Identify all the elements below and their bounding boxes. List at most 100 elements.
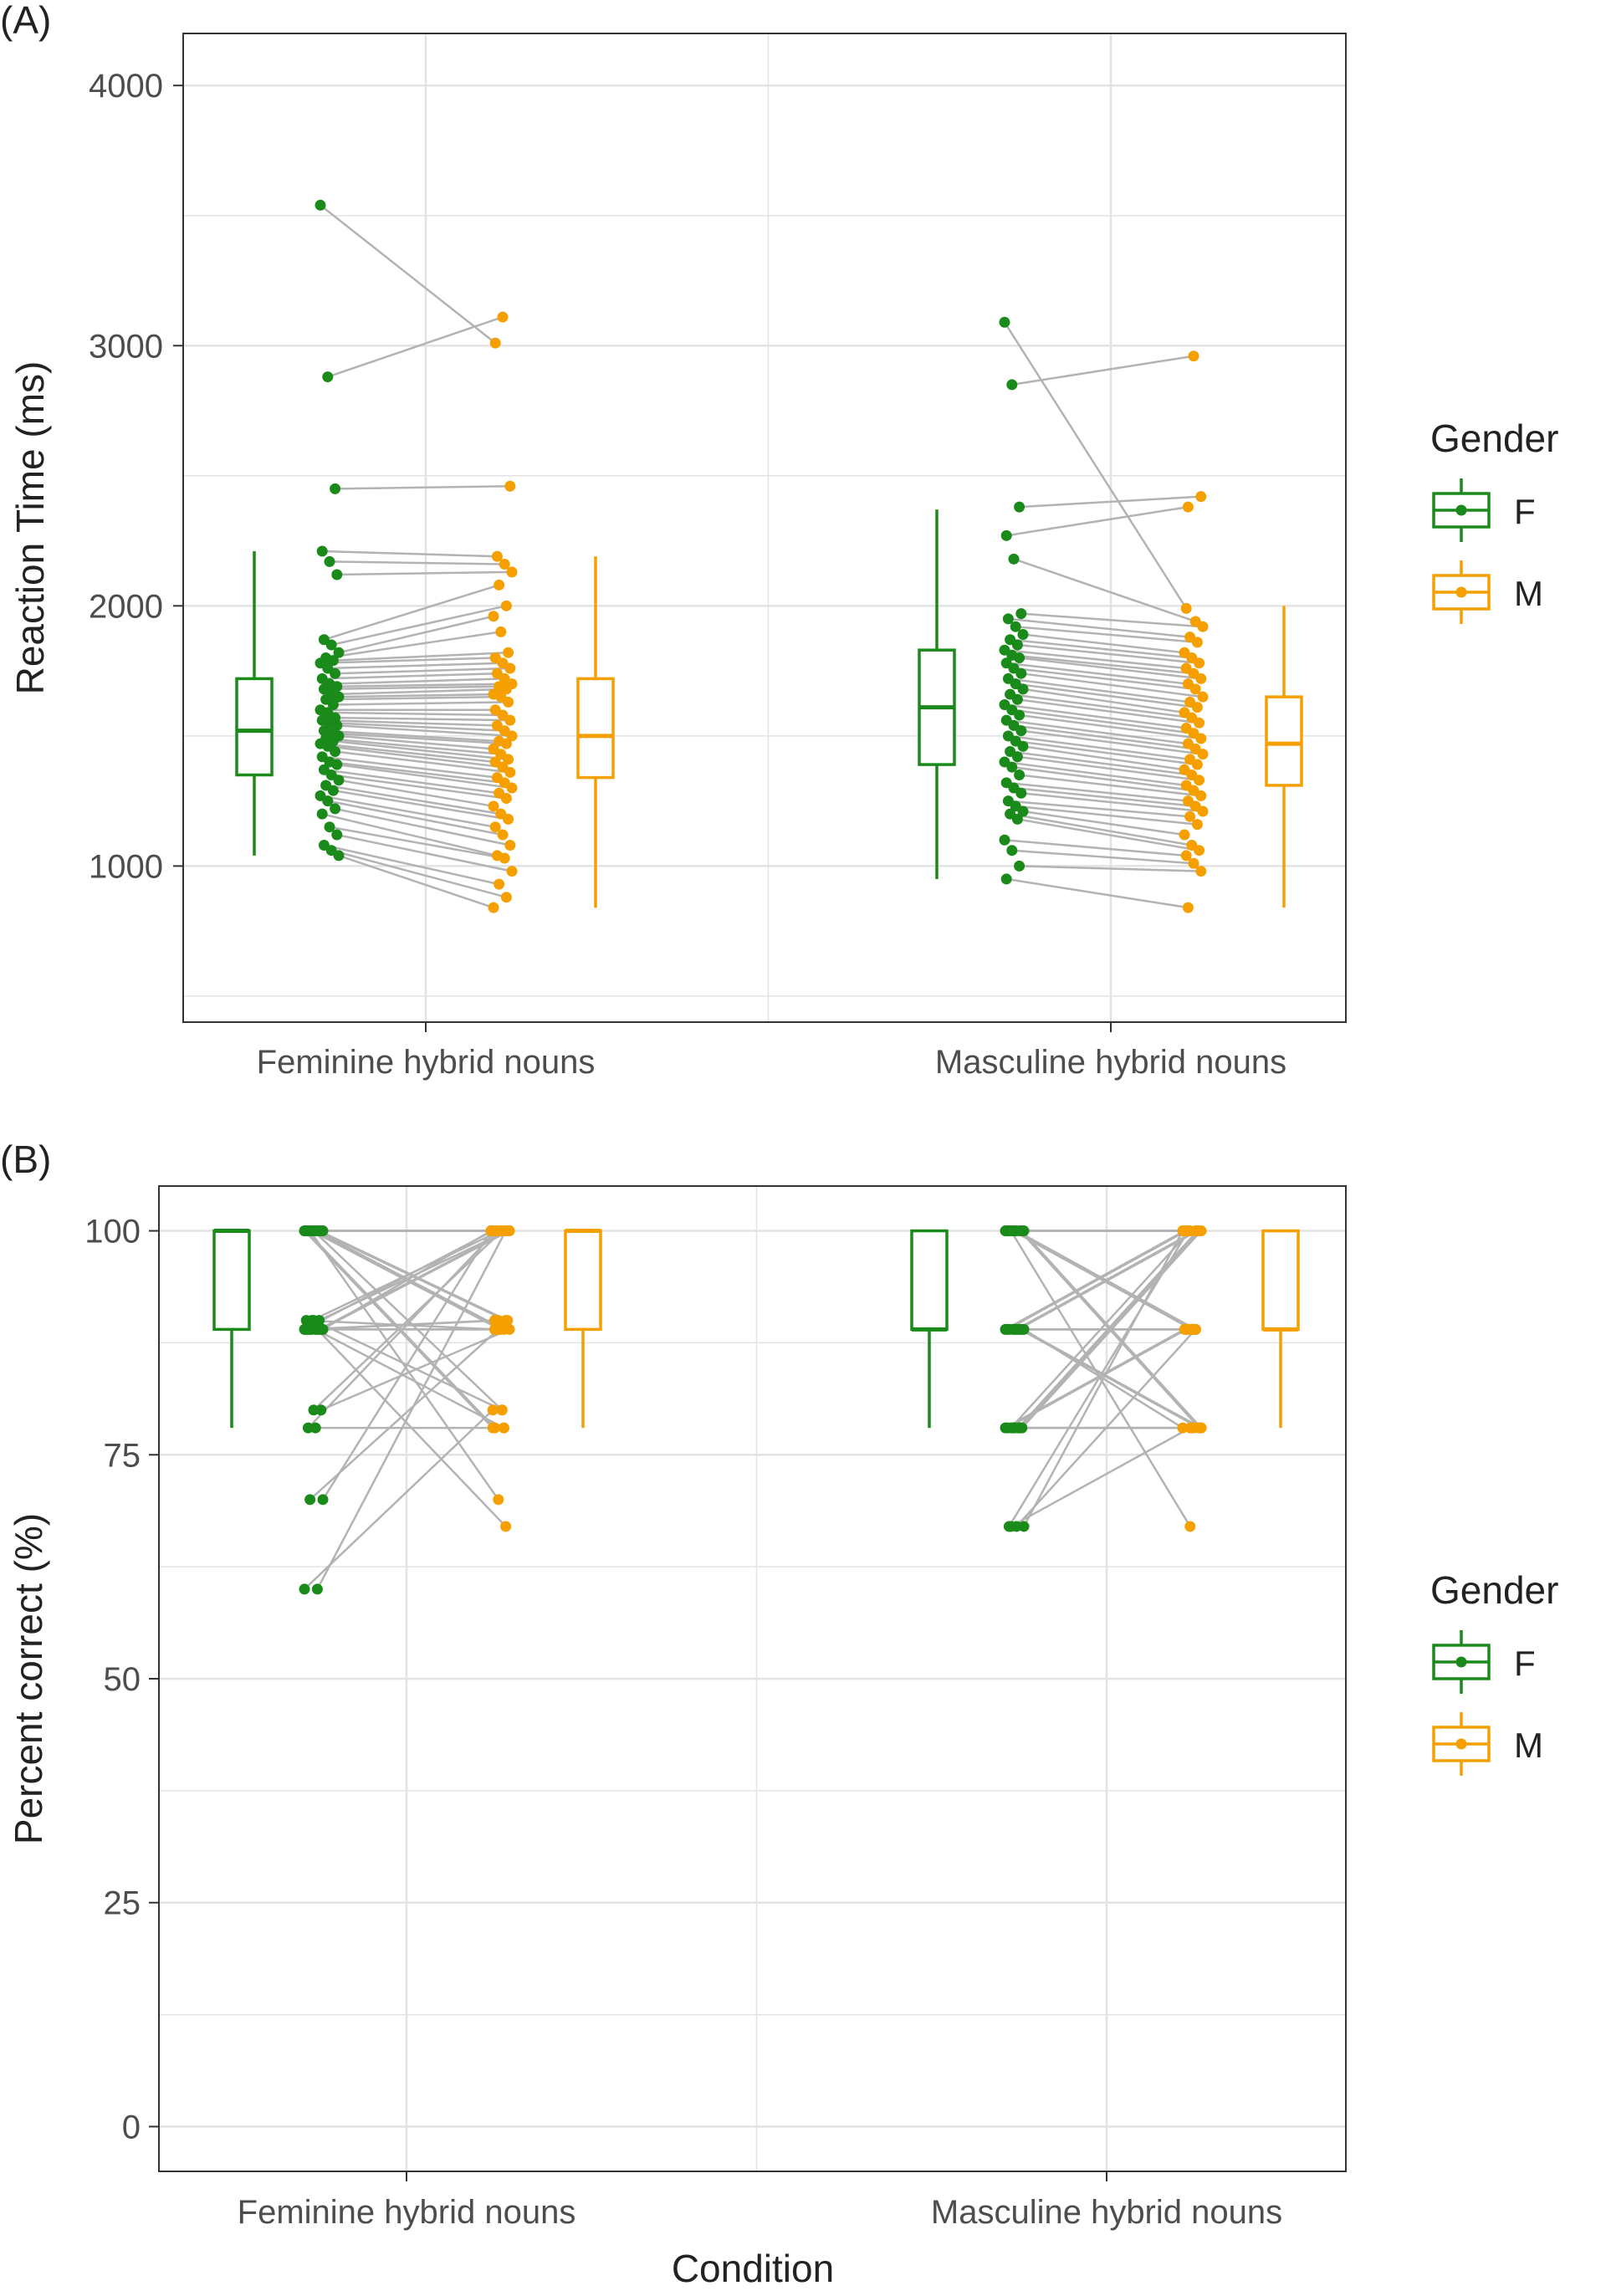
point-F bbox=[1017, 805, 1029, 817]
pair-line bbox=[1008, 617, 1190, 638]
pair-line bbox=[322, 550, 498, 558]
panel-a-pair-lines bbox=[320, 204, 1204, 909]
pair-line bbox=[1010, 1230, 1191, 1527]
point-F bbox=[331, 829, 343, 841]
point-F bbox=[1005, 1225, 1017, 1237]
pair-line bbox=[1010, 750, 1192, 776]
point-F bbox=[1018, 1521, 1030, 1532]
pair-line bbox=[313, 1230, 504, 1411]
point-M bbox=[1194, 717, 1205, 729]
point-M bbox=[1184, 1422, 1196, 1434]
pair-line bbox=[329, 560, 505, 565]
point-M bbox=[1194, 845, 1205, 857]
point-F bbox=[1017, 683, 1029, 695]
legend-label-M: M bbox=[1514, 1726, 1543, 1765]
point-M bbox=[497, 829, 509, 841]
panel-b: (B) 0 25 50 75 100 Feminine hybrid nouns Masc… bbox=[0, 1138, 1558, 2290]
point-M bbox=[503, 813, 514, 825]
x-tick-label: Masculine hybrid nouns bbox=[931, 2194, 1282, 2231]
point-F bbox=[322, 795, 334, 807]
point-M bbox=[503, 647, 514, 658]
point-M bbox=[1191, 702, 1203, 713]
panel-a-boxes bbox=[235, 509, 1303, 908]
point-F bbox=[1006, 761, 1018, 773]
pair-line bbox=[1015, 805, 1198, 826]
box-body-M bbox=[1265, 695, 1303, 787]
pair-line bbox=[1008, 678, 1190, 703]
pair-line bbox=[335, 716, 510, 722]
pair-line bbox=[336, 570, 513, 576]
pair-line bbox=[333, 739, 509, 761]
pair-line bbox=[309, 1230, 499, 1501]
pair-line bbox=[319, 1230, 509, 1331]
point-F bbox=[311, 1583, 323, 1595]
pair-line bbox=[1020, 792, 1204, 813]
point-F bbox=[1014, 770, 1025, 780]
pair-line bbox=[1015, 625, 1198, 644]
point-M bbox=[1179, 829, 1190, 841]
point-M bbox=[1194, 775, 1205, 786]
point-F bbox=[1014, 501, 1025, 513]
pair-line bbox=[325, 784, 502, 816]
point-F bbox=[314, 1323, 325, 1335]
point-F bbox=[333, 775, 345, 786]
pair-line bbox=[320, 657, 496, 664]
pair-line bbox=[1019, 865, 1201, 872]
box-body-F bbox=[910, 1229, 949, 1332]
point-M bbox=[496, 1404, 508, 1416]
point-F bbox=[331, 719, 343, 731]
point-M bbox=[1197, 621, 1209, 632]
pair-line bbox=[1017, 643, 1199, 664]
pair-line bbox=[315, 1328, 504, 1429]
pair-line bbox=[1020, 729, 1204, 755]
point-M bbox=[1191, 819, 1203, 831]
point-M bbox=[1188, 350, 1199, 362]
point-M bbox=[504, 662, 516, 674]
pair-line bbox=[338, 693, 494, 698]
point-M bbox=[1182, 501, 1194, 513]
pair-line bbox=[1020, 672, 1204, 698]
point-M bbox=[506, 782, 518, 794]
point-F bbox=[1015, 725, 1027, 737]
point-M bbox=[500, 1225, 512, 1237]
point-M bbox=[1180, 850, 1192, 862]
point-M bbox=[1180, 602, 1192, 614]
pair-line bbox=[1019, 657, 1201, 680]
point-M bbox=[504, 766, 516, 778]
panel-a-points bbox=[315, 199, 1209, 913]
pair-line bbox=[330, 849, 507, 898]
point-F bbox=[1006, 845, 1018, 857]
pair-line bbox=[331, 732, 507, 745]
point-M bbox=[500, 1521, 512, 1532]
pair-line bbox=[1010, 693, 1192, 719]
point-M bbox=[487, 1422, 499, 1434]
point-M bbox=[1188, 857, 1199, 869]
pair-line bbox=[1022, 633, 1185, 654]
point-F bbox=[1018, 1323, 1030, 1335]
point-M bbox=[1177, 1225, 1189, 1237]
point-M bbox=[1197, 805, 1209, 817]
pair-line bbox=[327, 315, 504, 378]
pair-line bbox=[1013, 558, 1196, 623]
pair-line bbox=[304, 1230, 494, 1331]
pair-line bbox=[1011, 708, 1194, 734]
pair-line bbox=[1020, 612, 1204, 628]
pair-line bbox=[327, 711, 504, 717]
point-F bbox=[1015, 608, 1027, 620]
pair-line bbox=[1004, 760, 1187, 787]
pair-line bbox=[1004, 648, 1187, 670]
point-M bbox=[1197, 749, 1209, 760]
pair-line bbox=[335, 484, 510, 490]
point-M bbox=[498, 1422, 509, 1434]
point-F bbox=[331, 569, 343, 580]
pair-line bbox=[329, 826, 505, 860]
pair-line bbox=[338, 854, 494, 909]
legend-key-point-F bbox=[1455, 504, 1467, 516]
panel-b-x-axis-title: Condition bbox=[672, 2247, 834, 2290]
pair-line bbox=[338, 734, 494, 750]
pair-line bbox=[1011, 654, 1194, 675]
legend-key-point-M bbox=[1455, 586, 1467, 598]
point-F bbox=[327, 655, 339, 667]
point-F bbox=[322, 371, 334, 383]
